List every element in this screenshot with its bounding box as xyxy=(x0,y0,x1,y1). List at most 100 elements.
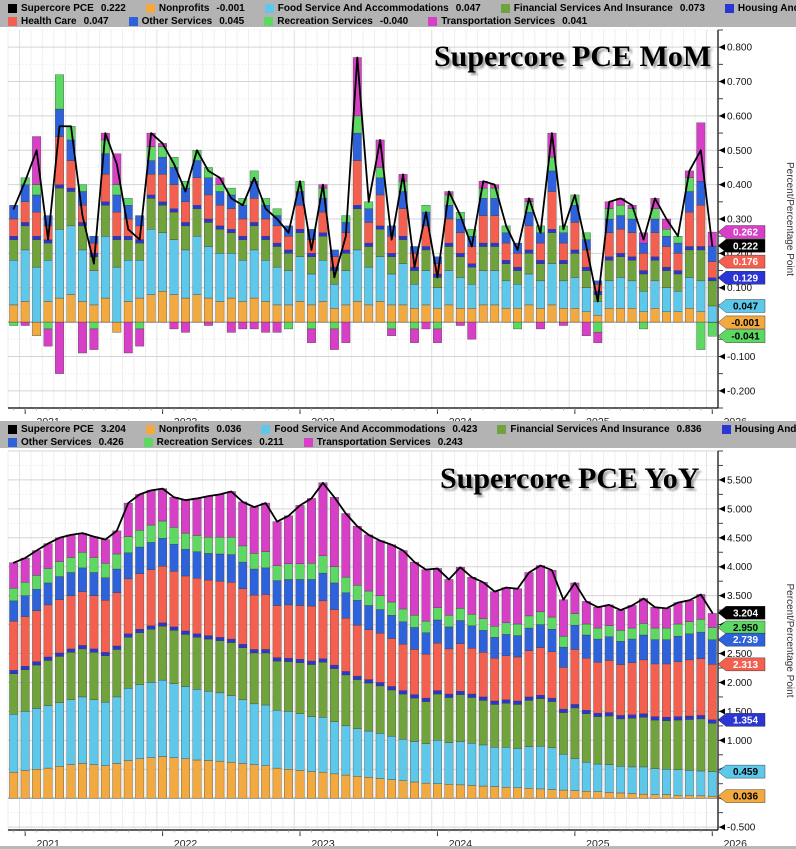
bar-segment-other-services xyxy=(318,572,328,602)
legend-label: Housing And Utilities xyxy=(734,423,796,435)
bar-segment-transportation-services xyxy=(123,321,133,354)
bar-segment-financial-services-and-insurance xyxy=(249,652,259,705)
bar-segment-nonprofits xyxy=(135,297,145,323)
last-value-badge xyxy=(717,329,766,343)
bar-segment-other-services xyxy=(215,553,225,582)
bar-segment-food-service-and-accommodations xyxy=(650,280,660,309)
bar-segment-health-care xyxy=(455,232,465,254)
bar-segment-recreation-services xyxy=(112,184,122,196)
bar-segment-financial-services-and-insurance xyxy=(375,685,385,734)
bar-segment-housing-and-utilities xyxy=(181,630,190,635)
bar-segment-other-services xyxy=(536,624,545,648)
bar-segment-other-services xyxy=(329,249,339,257)
bar-segment-other-services xyxy=(455,620,465,644)
bar-segment-financial-services-and-insurance xyxy=(433,277,442,288)
bar-segment-financial-services-and-insurance xyxy=(226,642,236,696)
bar-segment-housing-and-utilities xyxy=(662,266,671,271)
bar-segment-food-service-and-accommodations xyxy=(43,260,53,302)
bar-segment-health-care xyxy=(181,201,190,223)
bar-segment-health-care xyxy=(410,649,419,695)
bar-segment-financial-services-and-insurance xyxy=(146,629,156,683)
legend-label: Food Service And Accommodations xyxy=(274,423,446,435)
bar-segment-transportation-services xyxy=(375,540,385,596)
bar-segment-transportation-services xyxy=(100,539,110,564)
legend-value: 3.204 xyxy=(100,423,126,435)
bar-segment-housing-and-utilities xyxy=(55,652,64,657)
y-tick-arrow-icon xyxy=(719,679,725,686)
bar-segment-transportation-services xyxy=(421,569,431,622)
bar-segment-food-service-and-accommodations xyxy=(318,716,328,773)
bar-segment-food-service-and-accommodations xyxy=(284,711,293,770)
bar-segment-food-service-and-accommodations xyxy=(272,710,282,769)
bar-segment-other-services xyxy=(203,177,213,196)
bar-segment-food-service-and-accommodations xyxy=(467,284,477,309)
bar-segment-recreation-services xyxy=(272,208,282,216)
bar-segment-housing-and-utilities xyxy=(352,205,362,209)
last-value-badge-label: 0.129 xyxy=(733,273,758,284)
bar-segment-nonprofits xyxy=(158,290,168,323)
legend-item-housing-and-utilities: Housing And Utilities0.059 xyxy=(721,423,796,435)
bar-segment-recreation-services xyxy=(352,585,362,601)
bar-segment-other-services xyxy=(364,208,374,223)
bar-segment-housing-and-utilities xyxy=(455,253,465,257)
bar-segment-financial-services-and-insurance xyxy=(135,242,145,261)
bar-segment-other-services xyxy=(43,215,53,227)
bar-segment-transportation-services xyxy=(238,501,248,547)
bar-segment-health-care xyxy=(226,582,236,640)
bar-segment-transportation-services xyxy=(455,567,465,609)
bar-segment-housing-and-utilities xyxy=(673,270,683,275)
bar-segment-financial-services-and-insurance xyxy=(238,647,248,700)
bar-segment-food-service-and-accommodations xyxy=(627,766,637,794)
legend-item-food-service-and-accommodations: Food Service And Accommodations 0.423 xyxy=(261,424,477,435)
bar-segment-health-care xyxy=(215,205,225,227)
bar-segment-recreation-services xyxy=(421,620,431,633)
bar-segment-nonprofits xyxy=(433,308,442,323)
bar-segment-health-care xyxy=(593,662,603,714)
last-value-badge-label: 1.354 xyxy=(733,715,758,726)
bar-segment-nonprofits xyxy=(249,297,259,323)
last-value-badge-label: 0.459 xyxy=(733,767,758,778)
bar-segment-housing-and-utilities xyxy=(524,696,534,701)
bar-segment-food-service-and-accommodations xyxy=(66,225,76,295)
legend-label: Other Services xyxy=(21,436,92,448)
bar-segment-other-services xyxy=(616,215,626,230)
bar-segment-recreation-services xyxy=(467,613,477,626)
bar-segment-food-service-and-accommodations xyxy=(524,273,534,306)
bar-segment-recreation-services xyxy=(284,321,293,330)
bar-segment-transportation-services xyxy=(478,582,488,619)
bar-segment-financial-services-and-insurance xyxy=(203,222,213,247)
bar-segment-recreation-services xyxy=(20,582,30,596)
bar-segment-food-service-and-accommodations xyxy=(43,705,53,769)
bar-segment-food-service-and-accommodations xyxy=(410,284,419,309)
bar-segment-recreation-services xyxy=(570,613,580,626)
bar-segment-financial-services-and-insurance xyxy=(318,662,328,718)
y-axis-title: Percent/Percentage Point xyxy=(784,584,795,698)
bar-segment-health-care xyxy=(181,575,190,632)
bar-segment-nonprofits xyxy=(547,304,557,323)
bar-segment-recreation-services xyxy=(9,587,19,602)
bar-segment-transportation-services xyxy=(203,321,213,326)
bar-segment-financial-services-and-insurance xyxy=(639,716,648,768)
bar-segment-other-services xyxy=(478,630,488,653)
bar-segment-nonprofits xyxy=(421,304,431,323)
bar-segment-food-service-and-accommodations xyxy=(203,690,213,761)
bar-segment-nonprofits xyxy=(558,789,568,799)
bar-segment-financial-services-and-insurance xyxy=(421,249,431,271)
bar-segment-other-services xyxy=(100,577,110,601)
bar-segment-nonprofits xyxy=(650,308,660,323)
bar-segment-food-service-and-accommodations xyxy=(215,692,225,762)
bar-segment-health-care xyxy=(364,629,374,680)
bar-segment-transportation-services xyxy=(536,321,545,330)
bar-segment-financial-services-and-insurance xyxy=(364,246,374,268)
bar-segment-nonprofits xyxy=(490,786,500,799)
bar-segment-other-services xyxy=(570,624,580,650)
bar-segment-recreation-services xyxy=(100,563,110,578)
bar-segment-other-services xyxy=(627,638,637,663)
legend-item-other-services: Other Services 0.426 xyxy=(8,437,124,448)
bar-segment-transportation-services xyxy=(249,321,259,330)
bar-segment-nonprofits xyxy=(9,304,19,323)
bar-segment-housing-and-utilities xyxy=(547,229,557,233)
bar-segment-food-service-and-accommodations xyxy=(398,263,408,306)
bar-segment-other-services xyxy=(547,629,557,652)
legend-swatch-icon xyxy=(8,3,17,13)
